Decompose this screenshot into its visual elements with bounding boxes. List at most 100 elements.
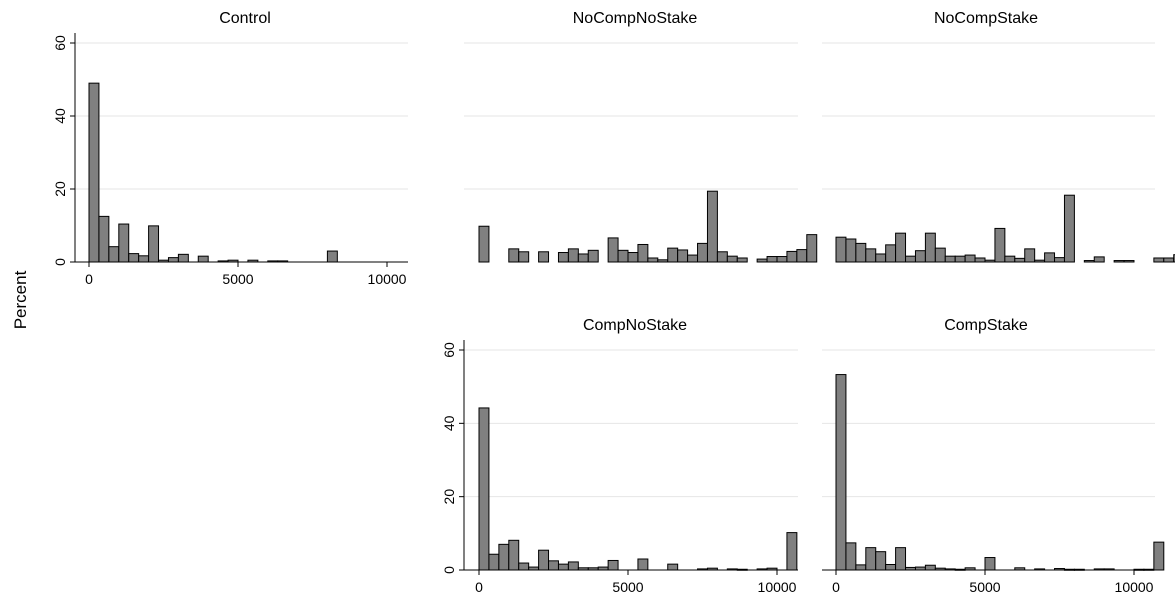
- panel-control: Control 0 20 40 60 0 5000 10000: [52, 10, 408, 287]
- histogram-bar: [736, 257, 748, 263]
- histogram-bar: [617, 249, 629, 263]
- histogram-bar: [557, 252, 569, 263]
- histogram-bar: [994, 227, 1006, 263]
- histogram-bar: [647, 257, 659, 263]
- histogram-bar: [924, 564, 936, 571]
- histogram-bar: [657, 259, 669, 263]
- y-tick-label: 60: [441, 342, 457, 358]
- histogram-bar: [875, 253, 887, 263]
- histogram-bar: [1034, 259, 1046, 263]
- histogram-bar: [855, 242, 867, 263]
- histogram-bar: [984, 557, 996, 571]
- panel-compstake: CompStake 0 5000 10000: [822, 317, 1165, 595]
- y-tick-label: 0: [441, 566, 457, 574]
- histogram-bar: [1054, 257, 1065, 263]
- histogram-bar: [326, 250, 338, 263]
- histogram-bar: [944, 255, 956, 263]
- histogram-bar: [766, 256, 778, 263]
- histogram-bar: [98, 215, 110, 263]
- x-tick-label: 10000: [1115, 579, 1154, 595]
- histogram-bar: [148, 225, 160, 263]
- histogram-bar: [1063, 194, 1075, 263]
- histogram-bar: [914, 250, 926, 263]
- histogram-bar: [1123, 260, 1135, 263]
- histogram-bar: [498, 543, 510, 571]
- y-tick-label: 0: [52, 258, 68, 266]
- histogram-bar: [905, 255, 916, 263]
- histogram-bar: [865, 547, 877, 571]
- histogram-bar: [1113, 260, 1125, 263]
- histogram-bar: [637, 558, 649, 571]
- histogram-bar: [1044, 252, 1056, 263]
- histogram-bar: [756, 258, 768, 263]
- histogram-bar: [577, 253, 589, 263]
- histogram-bar: [726, 255, 738, 263]
- histogram-bar: [806, 234, 818, 263]
- histogram-bar: [895, 232, 907, 263]
- histogram-bar: [845, 238, 857, 263]
- x-tick-label: 10000: [758, 579, 797, 595]
- histogram-bar: [607, 559, 619, 571]
- histogram-bar: [108, 246, 120, 263]
- y-tick-label: 20: [52, 181, 68, 197]
- histogram-bar: [637, 243, 649, 263]
- histogram-bar: [697, 242, 708, 263]
- histogram-bar: [716, 251, 728, 263]
- histogram-bar: [518, 251, 530, 263]
- histogram-bar: [885, 244, 897, 263]
- histogram-bar: [875, 551, 887, 571]
- histogram-bar: [835, 236, 847, 263]
- panel-nocompnostake: NoCompNoStake: [464, 10, 818, 263]
- histogram-bar: [786, 250, 798, 263]
- histogram-bar: [984, 259, 996, 263]
- histogram-bar: [128, 253, 140, 263]
- histogram-bar: [1173, 254, 1175, 263]
- histogram-bar: [557, 563, 569, 571]
- histogram-bar: [1153, 541, 1165, 571]
- x-tick-label: 0: [832, 579, 840, 595]
- panel-title: CompStake: [944, 317, 1028, 334]
- histogram-bar: [667, 247, 679, 263]
- histogram-bar: [1083, 260, 1095, 263]
- histogram-bar: [964, 254, 976, 263]
- histogram-bar: [687, 254, 699, 263]
- panel-nocompstake: NoCompStake: [822, 10, 1175, 263]
- x-tick-label: 0: [475, 579, 483, 595]
- histogram-bar: [167, 257, 179, 263]
- panel-compnostake: CompNoStake 0 20 40 60 0 5000 10000: [441, 317, 798, 595]
- histogram-bar: [706, 190, 718, 263]
- histogram-bar: [1163, 257, 1175, 263]
- histogram-bar: [924, 232, 936, 263]
- histogram-bar: [567, 561, 579, 571]
- y-tick-label: 40: [52, 108, 68, 124]
- histogram-bar: [488, 553, 500, 571]
- y-tick-label: 20: [441, 489, 457, 505]
- histogram-bar: [567, 248, 579, 263]
- histogram-bar: [627, 252, 639, 263]
- histogram-bar: [895, 547, 907, 571]
- x-tick-label: 10000: [368, 271, 407, 287]
- x-tick-label: 0: [85, 271, 93, 287]
- x-tick-label: 5000: [612, 579, 643, 595]
- panel-title: NoCompNoStake: [573, 10, 698, 27]
- histogram-bar: [934, 247, 946, 263]
- histogram-bar: [1014, 257, 1026, 263]
- y-axis-label: Percent: [11, 270, 30, 329]
- panel-title: Control: [219, 10, 271, 27]
- panels: Control 0 20 40 60 0 5000 10000 NoCompNoStake NoC…: [52, 10, 1175, 595]
- histogram-bar: [587, 249, 599, 263]
- panel-title: NoCompStake: [934, 10, 1038, 27]
- histogram-bar: [538, 251, 550, 263]
- panel-title: CompNoStake: [583, 317, 687, 334]
- histogram-bar: [845, 542, 857, 571]
- histogram-bar: [88, 82, 100, 263]
- histogram-bar: [667, 563, 679, 571]
- x-tick-label: 5000: [969, 579, 1000, 595]
- histogram-bar: [954, 255, 966, 263]
- histogram-bar: [865, 248, 877, 263]
- histogram-bar: [518, 562, 530, 571]
- histogram-bar: [974, 257, 986, 263]
- histogram-bar: [508, 248, 520, 263]
- histogram-bar: [478, 225, 490, 263]
